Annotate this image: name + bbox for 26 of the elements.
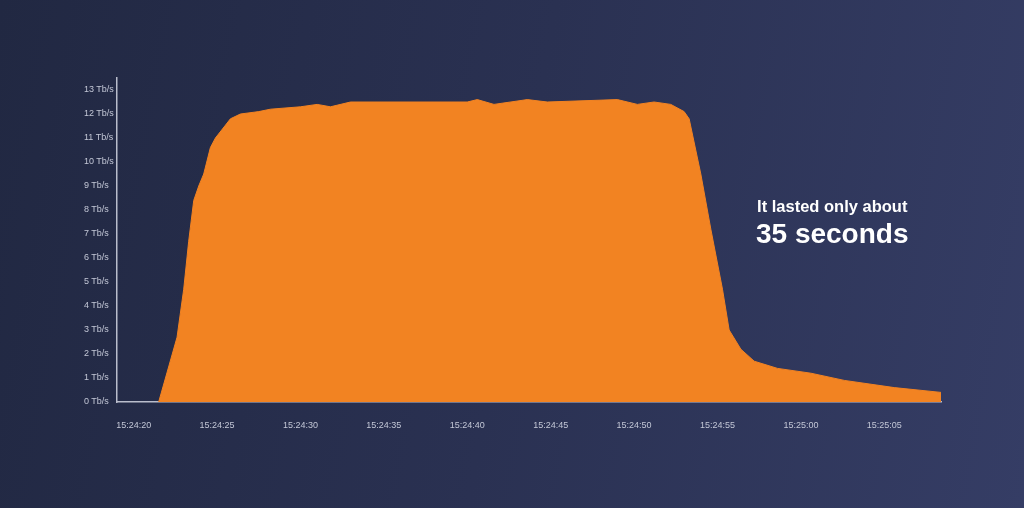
y-tick-label: 12 Tb/s [84, 108, 115, 119]
y-tick-label: 5 Tb/s [84, 276, 110, 287]
y-tick-label: 7 Tb/s [84, 228, 110, 239]
y-tick-label: 0 Tb/s [84, 396, 110, 407]
x-tick-label: 15:24:40 [449, 419, 485, 430]
annotation: 35 seconds [755, 218, 909, 250]
annotation: It lasted only about [757, 197, 908, 216]
x-tick-label: 15:24:35 [366, 419, 402, 430]
y-tick-label: 1 Tb/s [84, 372, 110, 383]
x-tick-label: 15:24:25 [199, 419, 235, 430]
y-tick-label: 13 Tb/s [84, 84, 115, 95]
y-tick-label: 9 Tb/s [84, 180, 110, 191]
x-tick-label: 15:24:20 [116, 419, 152, 430]
y-tick-label: 4 Tb/s [84, 300, 110, 311]
x-tick-label: 15:24:45 [533, 419, 569, 430]
y-tick-label: 11 Tb/s [84, 132, 114, 143]
x-tick-label: 15:24:30 [282, 419, 318, 430]
x-tick-label: 15:25:00 [783, 419, 819, 430]
x-tick-label: 15:25:05 [866, 419, 902, 430]
y-tick-label: 2 Tb/s [84, 348, 110, 359]
y-tick-label: 10 Tb/s [84, 156, 115, 167]
y-tick-label: 8 Tb/s [84, 204, 110, 215]
y-tick-label: 3 Tb/s [84, 324, 110, 335]
x-tick-label: 15:24:50 [616, 419, 652, 430]
y-tick-label: 6 Tb/s [84, 252, 110, 263]
x-tick-label: 15:24:55 [699, 419, 736, 430]
